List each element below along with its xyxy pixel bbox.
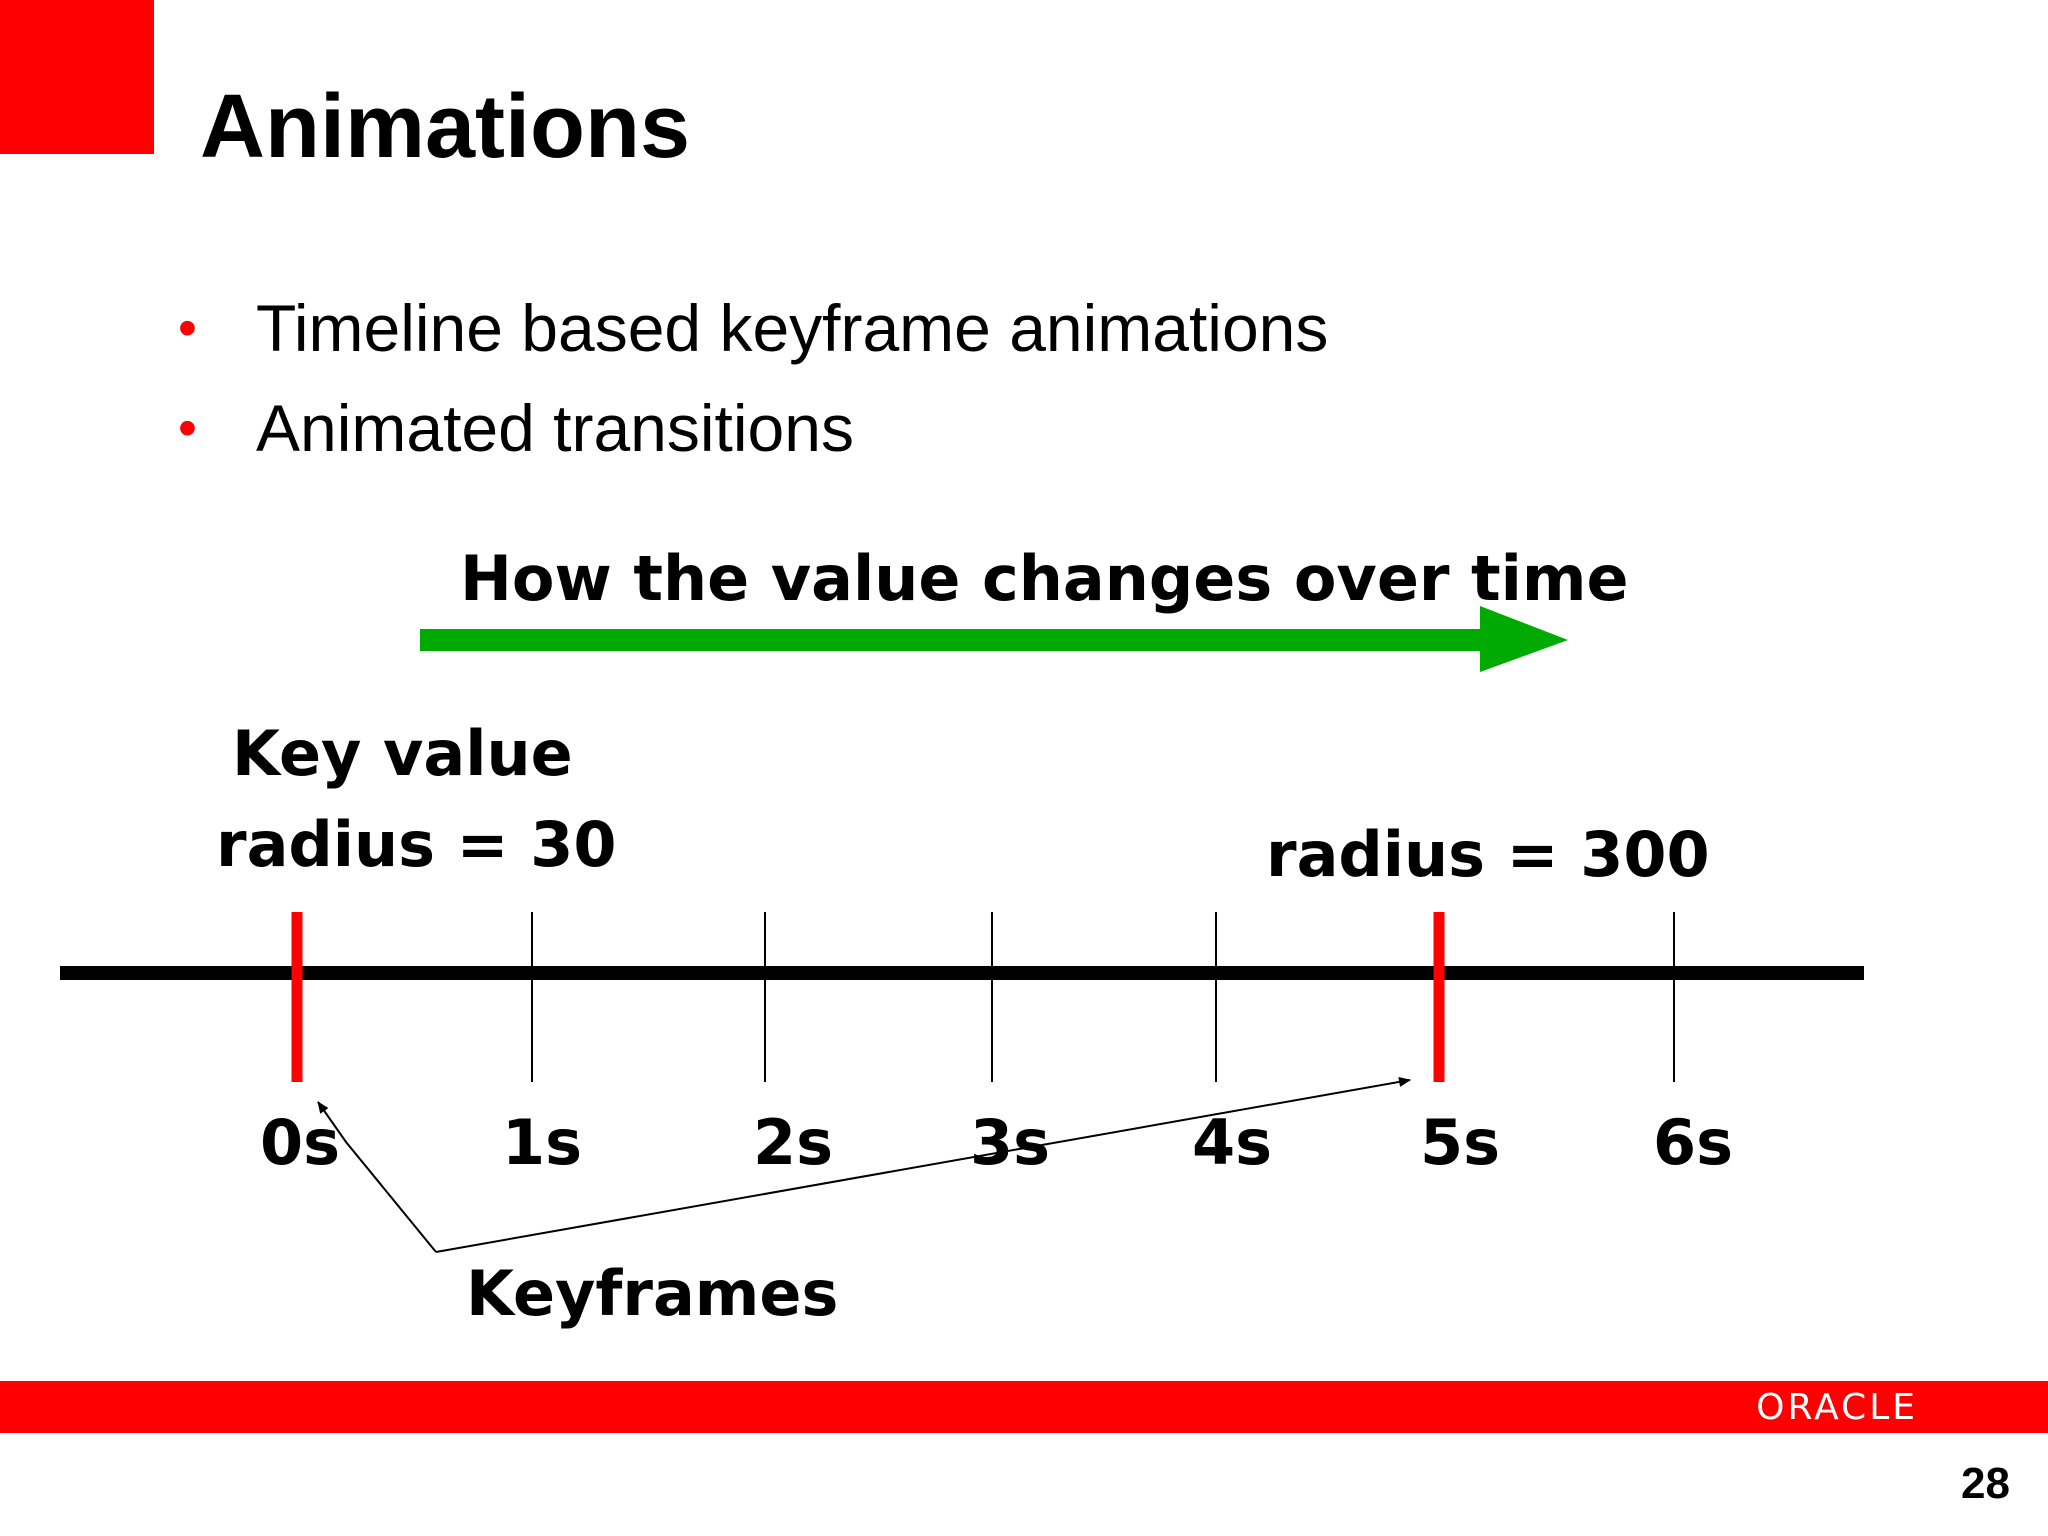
page-number: 28 bbox=[1961, 1459, 2010, 1508]
bullet-text: Animated transitions bbox=[256, 391, 854, 465]
tick-label: 5s bbox=[1420, 1106, 1500, 1179]
tick-label: 4s bbox=[1192, 1106, 1272, 1179]
diagram-title: How the value changes over time bbox=[460, 542, 1629, 615]
timeline-diagram: How the value changes over time Key valu… bbox=[60, 542, 1864, 1330]
time-arrow-shaft bbox=[420, 629, 1484, 651]
start-value-label: radius = 30 bbox=[216, 808, 617, 881]
bullet-item: • Timeline based keyframe animations bbox=[170, 278, 1328, 378]
end-value-label: radius = 300 bbox=[1266, 818, 1710, 891]
tick-label: 6s bbox=[1653, 1106, 1733, 1179]
tick-label: 3s bbox=[970, 1106, 1050, 1179]
footer-bar bbox=[0, 1381, 2048, 1433]
keyframes-label: Keyframes bbox=[466, 1257, 838, 1330]
keyframes-pointer-start bbox=[317, 1101, 437, 1253]
bullet-list: • Timeline based keyframe animations • A… bbox=[170, 278, 1328, 478]
keyframes-pointer-end bbox=[435, 1076, 1411, 1253]
bullet-item: • Animated transitions bbox=[170, 378, 1328, 478]
bullet-icon: • bbox=[178, 398, 197, 458]
tick-label: 1s bbox=[502, 1106, 582, 1179]
keyframe-pointers bbox=[317, 1076, 1411, 1253]
timeline-axis bbox=[60, 966, 1864, 980]
time-direction-arrow bbox=[420, 606, 1568, 672]
slide-title: Animations bbox=[200, 77, 691, 177]
tick-layer: 0s 1s 2s 3s 4s 5s 6s bbox=[260, 912, 1733, 1179]
tick-label: 0s bbox=[260, 1106, 340, 1179]
time-arrow-head bbox=[1480, 606, 1568, 672]
bullet-text: Timeline based keyframe animations bbox=[256, 291, 1329, 365]
tick-label: 2s bbox=[753, 1106, 833, 1179]
key-value-label: Key value bbox=[232, 717, 573, 790]
title-accent-block bbox=[0, 0, 154, 154]
oracle-logo: ORACLE bbox=[1756, 1387, 1918, 1428]
bullet-icon: • bbox=[178, 298, 197, 358]
